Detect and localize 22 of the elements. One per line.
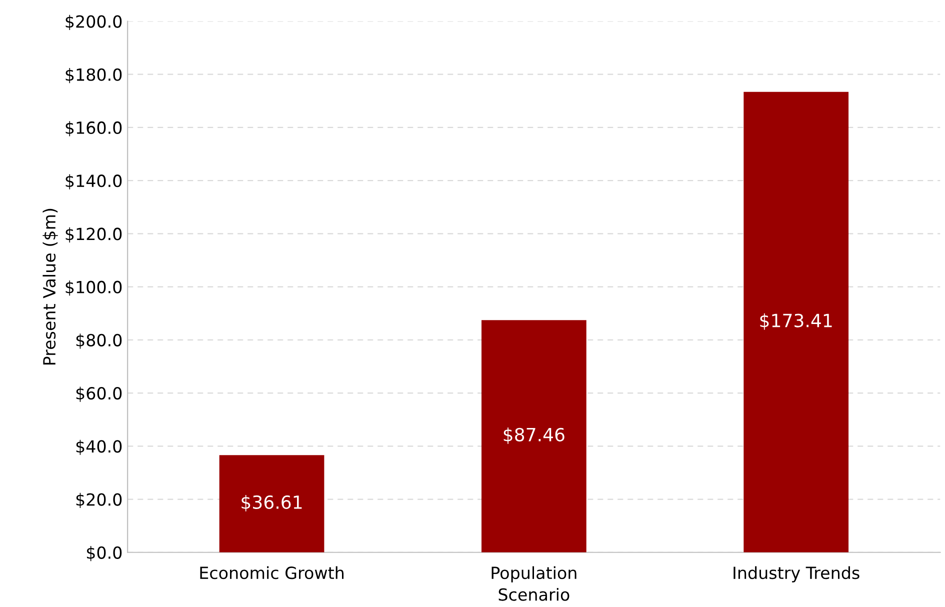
y-tick-label: $0.0 (86, 546, 122, 562)
x-tick-label: Population (492, 566, 576, 582)
y-tick-label: $80.0 (76, 334, 122, 349)
bar (481, 320, 586, 552)
y-tick-label: $120.0 (66, 227, 122, 242)
data-label: $36.61 (242, 495, 302, 512)
x-tick-label: Economic Growth (200, 566, 344, 580)
y-tick-label: $200.0 (66, 14, 122, 30)
y-axis-title: Present Value ($m) (42, 208, 58, 365)
y-tick-label: $140.0 (66, 174, 122, 190)
y-tick-label: $160.0 (66, 121, 122, 136)
y-tick-label: $100.0 (66, 280, 122, 296)
bar (219, 455, 324, 552)
x-axis-title: Scenario (498, 588, 570, 601)
y-tick-label: $180.0 (66, 68, 122, 84)
data-label: $87.46 (504, 428, 564, 444)
y-tick-label: $40.0 (76, 440, 122, 455)
y-tick-label: $20.0 (76, 492, 122, 508)
y-tick-label: $60.0 (76, 386, 122, 402)
bar (744, 92, 849, 552)
data-label: $173.41 (760, 313, 832, 330)
x-tick-label: Industry Trends (734, 566, 860, 582)
